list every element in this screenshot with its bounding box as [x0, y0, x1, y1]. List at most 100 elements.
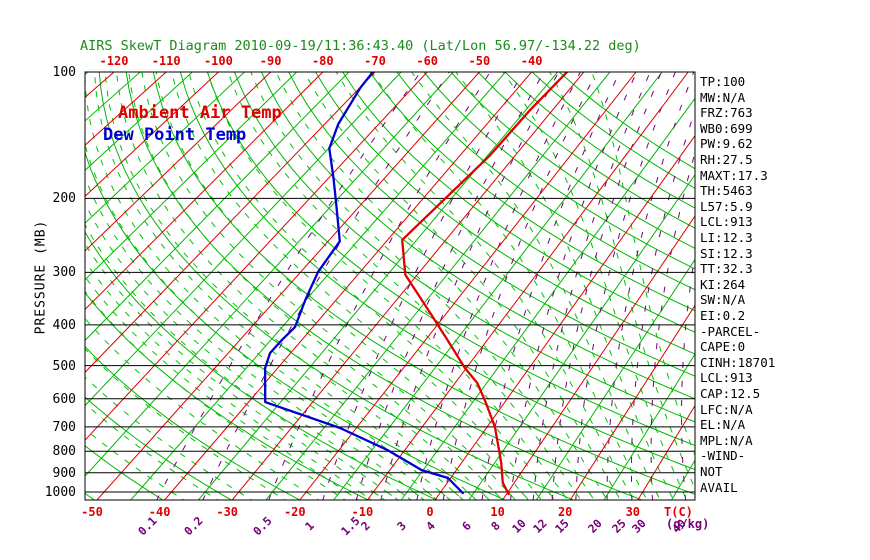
dry-adiabat-300: [125, 72, 644, 500]
index-item-ki-264: KI:264: [700, 276, 746, 292]
temp-bottom-tick-0: 0: [426, 505, 434, 519]
mixing-ratio-line-2: [380, 72, 560, 500]
isotherm-major-20: [569, 304, 695, 500]
moist-adiabat-30: [371, 72, 648, 500]
isotherm-major--110: [85, 72, 167, 146]
isotherm-major-10: [502, 215, 695, 500]
isotherm-minor--85: [85, 72, 298, 281]
moist-adiabat--30: [85, 376, 253, 500]
index-item-l57-5-9: L57:5.9: [700, 198, 753, 214]
dry-adiabat-370: [315, 72, 695, 355]
mixing-ratio-line-20: [606, 72, 695, 500]
moist-adiabat-22: [250, 72, 595, 500]
moist-adiabat-26: [304, 72, 622, 500]
isotherm-major--50: [96, 72, 480, 500]
moist-adiabat-16: [188, 72, 556, 500]
pressure-tick-900: 900: [52, 465, 76, 481]
moist-adiabats: [85, 72, 695, 500]
moist-adiabat-38: [549, 72, 695, 490]
isotherms-major: [0, 72, 695, 500]
index-item-tt-32-3: TT:32.3: [700, 261, 753, 277]
dry-adiabat-360: [288, 72, 695, 377]
index-item-mpl-n-a: MPL:N/A: [700, 432, 753, 448]
temp-top-tick--50: -50: [468, 54, 491, 68]
moist-adiabat-24: [275, 72, 608, 500]
temp-top-tick--80: -80: [311, 54, 334, 68]
index-item-el-n-a: EL:N/A: [700, 417, 746, 433]
mixing-ratio-line-6: [481, 72, 621, 500]
index-item--parcel-: -PARCEL-: [700, 323, 761, 339]
index-item-avail: AVAIL: [700, 479, 738, 495]
dry-adiabats: [85, 72, 695, 500]
dry-adiabat-240: [85, 396, 233, 500]
legend-dew-point-temp: Dew Point Temp: [103, 125, 247, 145]
temp-axis-unit-label: T(C): [664, 505, 693, 519]
isotherm-major--130: [0, 72, 62, 500]
moist-adiabat-34: [455, 72, 675, 500]
isotherm-major--120: [85, 72, 115, 98]
index-item-tp-100: TP:100: [700, 74, 746, 89]
moist-adiabat--2: [85, 142, 438, 500]
index-item-maxt-17-3: MAXT:17.3: [700, 167, 768, 183]
dew-point-temp-curve: [263, 72, 464, 495]
moist-adiabat-10: [141, 72, 517, 500]
temp-bottom-tick--20: -20: [283, 505, 306, 519]
dry-adiabat-310: [152, 72, 695, 495]
pressure-tick-1000: 1000: [44, 485, 76, 500]
temp-top-tick--110: -110: [151, 54, 181, 68]
moist-adiabat--4: [85, 176, 425, 500]
moist-adiabat-20: [227, 72, 582, 500]
mixing-ratio-line-10: [532, 72, 651, 500]
moist-adiabat-40: [591, 72, 695, 457]
isotherm-minor-5: [468, 173, 695, 500]
dry-adiabat-400: [396, 72, 695, 291]
moist-adiabat-0: [85, 72, 452, 500]
isotherm-major--100: [85, 72, 219, 197]
index-item-cap-12-5: CAP:12.5: [700, 386, 761, 401]
isotherm-minor-15: [535, 258, 695, 500]
index-item-not: NOT: [700, 464, 723, 479]
index-item-th-5463: TH:5463: [700, 183, 753, 199]
pressure-tick-100: 100: [52, 65, 76, 80]
index-item-frz-763: FRZ:763: [700, 105, 753, 121]
moist-adiabat-4: [104, 72, 478, 500]
temp-bottom-tick-10: 10: [490, 505, 505, 519]
index-item-cinh-18701: CINH:18701: [700, 354, 776, 370]
temp-bottom-tick-20: 20: [557, 505, 573, 519]
plot-border: [84, 71, 696, 501]
dry-adiabat-420: [450, 72, 695, 249]
page-title: AIRS SkewT Diagram 2010-09-19/11:36:43.4…: [80, 38, 641, 54]
sounding-curves: [263, 72, 569, 496]
dry-adiabat-320: [179, 72, 695, 471]
index-item-rh-27-5: RH:27.5: [700, 152, 753, 167]
temp-bottom-tick--30: -30: [216, 505, 239, 519]
moist-adiabat--25: [85, 348, 287, 500]
pressure-tick-400: 400: [52, 317, 76, 333]
moist-adiabat-28: [335, 72, 635, 500]
index-item-lfc-n-a: LFC:N/A: [700, 401, 753, 417]
isotherm-minor--135: [0, 72, 36, 500]
dry-adiabat-230: [85, 445, 164, 500]
dry-adiabat-350: [261, 72, 695, 400]
temp-top-tick--40: -40: [520, 54, 543, 68]
isotherm-minor--55: [85, 72, 454, 477]
pressure-tick-600: 600: [52, 391, 76, 407]
dry-adiabat-250: [85, 345, 301, 500]
moist-adiabat-32: [411, 72, 661, 500]
mixing-ratio-line-4: [442, 72, 597, 500]
mixing-ratio-unit-label: (g/kg): [666, 517, 710, 531]
moist-adiabat-36: [502, 72, 688, 500]
index-item-wb0-699: WB0:699: [700, 120, 753, 136]
dry-adiabat-380: [342, 72, 695, 333]
isotherm-major-30: [637, 404, 695, 500]
temp-top-tick--90: -90: [259, 54, 282, 68]
pressure-tick-300: 300: [52, 265, 76, 281]
dry-adiabat-280: [85, 150, 507, 500]
index-item-ei-0-2: EI:0.2: [700, 308, 746, 323]
dry-adiabat-330: [206, 72, 695, 447]
dry-adiabat-340: [234, 72, 695, 423]
dry-adiabat-410: [423, 72, 695, 270]
temp-top-tick--100: -100: [203, 54, 233, 68]
pressure-tick-800: 800: [52, 444, 76, 460]
temp-top-tick--60: -60: [416, 54, 439, 68]
